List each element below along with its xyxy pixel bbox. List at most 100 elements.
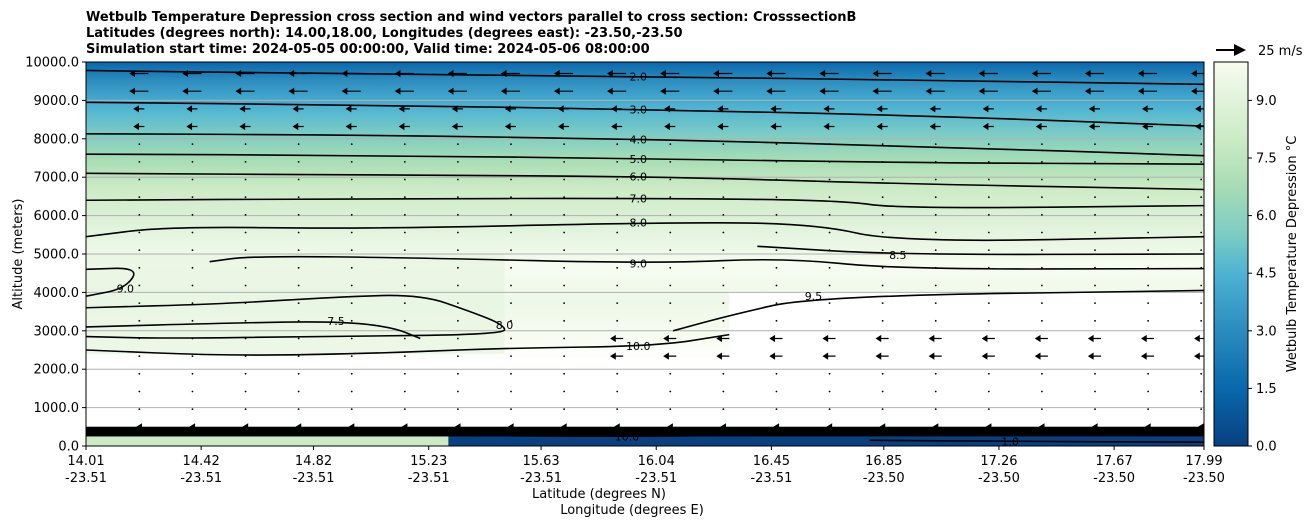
wind-vector bbox=[616, 302, 619, 305]
wind-vector bbox=[716, 334, 730, 343]
x-tick-label-lat: 14.42 bbox=[183, 454, 220, 469]
wind-vector bbox=[1087, 352, 1102, 360]
wind-vector bbox=[457, 390, 459, 393]
wind-vector bbox=[928, 334, 942, 343]
wind-vector bbox=[244, 160, 247, 163]
wind-vector bbox=[138, 231, 141, 234]
wind-vector bbox=[667, 423, 673, 431]
wind-vector bbox=[563, 266, 565, 269]
wind-vector bbox=[1200, 160, 1203, 163]
wind-vector bbox=[934, 319, 937, 322]
wind-vector bbox=[669, 249, 672, 252]
wind-vector bbox=[713, 69, 733, 78]
contour-label: 6.0 bbox=[629, 170, 647, 183]
wind-vector bbox=[987, 213, 990, 216]
wind-vector bbox=[1094, 390, 1096, 393]
wind-vector bbox=[876, 122, 888, 131]
wind-vector bbox=[1147, 249, 1149, 252]
wind-vector bbox=[403, 196, 406, 199]
wind-vector bbox=[828, 266, 831, 269]
x-tick-label-lon: -23.51 bbox=[65, 471, 107, 486]
wind-vector bbox=[189, 423, 196, 431]
wind-vector bbox=[934, 372, 937, 375]
shade-dry-core bbox=[729, 292, 1204, 362]
x-tick-label-lon: -23.50 bbox=[1183, 471, 1225, 486]
wind-vector bbox=[350, 266, 353, 269]
wind-vector bbox=[669, 143, 672, 146]
wind-vector bbox=[138, 178, 141, 181]
wind-vector bbox=[775, 196, 778, 199]
x-tick-label-lat: 15.63 bbox=[522, 454, 559, 469]
wind-vector bbox=[1191, 87, 1204, 95]
contour-label: 8.0 bbox=[496, 319, 514, 332]
wind-vector bbox=[934, 196, 937, 199]
wind-vector bbox=[297, 284, 300, 287]
wind-vector bbox=[775, 372, 778, 375]
wind-vector bbox=[934, 302, 937, 305]
wind-vector bbox=[563, 213, 565, 216]
x-tick-label-lon: -23.51 bbox=[635, 471, 677, 486]
wind-vector bbox=[457, 231, 459, 234]
wind-vector bbox=[925, 87, 945, 95]
wind-vector bbox=[929, 105, 941, 113]
wind-vector bbox=[1094, 249, 1096, 252]
contour-label: 7.0 bbox=[629, 192, 647, 205]
wind-vector bbox=[510, 408, 512, 411]
wind-vector bbox=[292, 105, 304, 113]
wind-vector bbox=[454, 423, 461, 431]
contour-line bbox=[86, 101, 1204, 127]
wind-vector bbox=[1198, 423, 1204, 431]
y-tick-label: 3000.0 bbox=[34, 324, 80, 339]
colorbar-label: Wetbulb Temperature Depression °C bbox=[1285, 136, 1300, 373]
wind-vector bbox=[398, 105, 410, 113]
contour-lines: 2.0 3.0 4.0 5.0 6.0 7.0 8.0 8.5 9.0 9.5 9.0 8.0 7.5 1… bbox=[86, 69, 1204, 446]
wind-vector bbox=[510, 196, 512, 199]
wind-vector bbox=[350, 196, 353, 199]
contour-label: 7.5 bbox=[327, 315, 345, 328]
wind-vector bbox=[775, 408, 778, 411]
wind-vector bbox=[1094, 160, 1096, 163]
chart-title: Wetbulb Temperature Depression cross sec… bbox=[86, 10, 856, 57]
wind-vector bbox=[345, 122, 357, 131]
wind-vector bbox=[881, 231, 884, 234]
wind-vector bbox=[403, 160, 406, 163]
x-tick-label-lat: 16.04 bbox=[638, 454, 675, 469]
colorbar-ticks: 0.0 1.5 3.0 4.5 6.0 7.5 9.0 bbox=[1248, 94, 1277, 455]
wind-vector bbox=[607, 87, 627, 95]
wind-vector bbox=[244, 196, 247, 199]
wind-vector bbox=[717, 122, 729, 131]
wind-vector bbox=[1200, 178, 1203, 181]
wind-vector bbox=[669, 302, 672, 305]
wind-vector bbox=[297, 196, 300, 199]
wind-vector bbox=[1041, 408, 1043, 411]
contour-label: 3.0 bbox=[629, 104, 647, 117]
wind-vector bbox=[722, 372, 725, 375]
wind-vector bbox=[934, 284, 937, 287]
wind-vector bbox=[129, 87, 149, 95]
wind-vector bbox=[1200, 284, 1203, 287]
wind-vector bbox=[934, 178, 937, 181]
wind-vector bbox=[1200, 302, 1203, 305]
wind-vector bbox=[244, 231, 247, 234]
wind-vector bbox=[563, 160, 565, 163]
wind-vector bbox=[616, 266, 619, 269]
y-tick-label: 10000.0 bbox=[25, 56, 79, 71]
wind-vector bbox=[297, 143, 300, 146]
wind-vector bbox=[1194, 334, 1204, 343]
wind-vector bbox=[403, 213, 406, 216]
wind-vector bbox=[500, 87, 521, 95]
x-tick-label-lon: -23.51 bbox=[180, 471, 222, 486]
wind-vector bbox=[563, 284, 565, 287]
wind-vector bbox=[1200, 319, 1203, 322]
wind-vector bbox=[669, 160, 672, 163]
wind-vector bbox=[934, 408, 937, 411]
wind-vector bbox=[669, 266, 672, 269]
wind-vector bbox=[616, 284, 619, 287]
wind-vector bbox=[1137, 69, 1158, 78]
wind-vector bbox=[881, 319, 884, 322]
wind-vector bbox=[403, 337, 406, 340]
contour-label: 10.0 bbox=[615, 430, 640, 443]
y-tick-label: 1000.0 bbox=[34, 401, 80, 416]
wind-vector bbox=[1094, 319, 1096, 322]
